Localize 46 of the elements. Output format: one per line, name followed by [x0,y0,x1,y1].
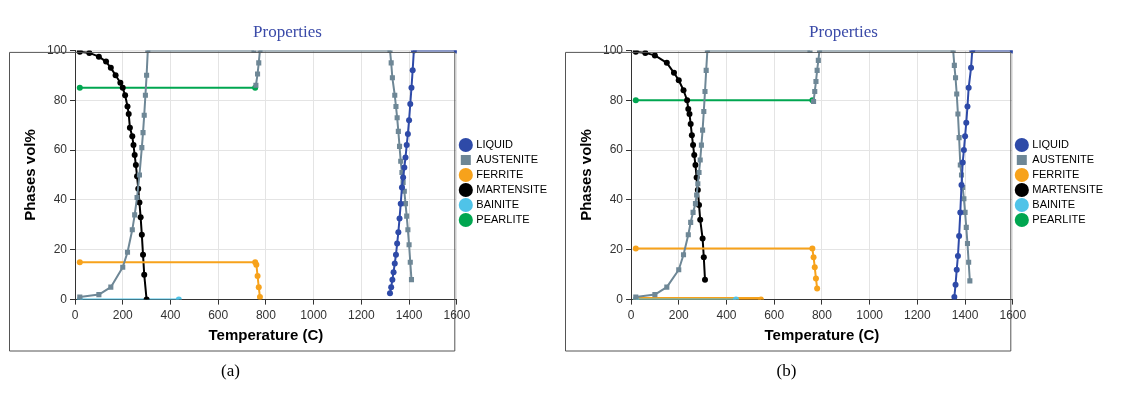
x-tick-label: 200 [668,308,690,323]
legend-label: MARTENSITE [476,183,548,196]
x-tick-label: 200 [112,308,134,323]
x-tick-label: 1400 [951,308,979,323]
y-axis-title: Phases vol% [21,129,39,221]
y-axis-title: Phases vol% [577,129,595,221]
y-tick-label: 0 [60,291,68,306]
y-tick-label: 80 [609,92,624,107]
x-tick-label: 800 [255,308,277,323]
x-tick-label: 0 [71,308,79,323]
x-tick-label: 600 [208,308,229,323]
y-tick-label: 80 [53,92,68,107]
legend-label: AUSTENITE [1032,153,1095,166]
x-axis-title: Temperature (C) [764,326,880,344]
y-tick-label: 60 [53,142,68,157]
x-tick-label: 400 [716,308,737,323]
x-tick-label: 1400 [395,308,423,323]
x-tick-label: 1200 [348,308,376,323]
legend-label: FERRITE [476,168,524,181]
y-tick-label: 40 [53,192,68,207]
x-tick-label: 1000 [856,308,884,323]
legend-label: MARTENSITE [1032,183,1104,196]
legend-label: FERRITE [1032,168,1080,181]
x-tick-label: 1200 [904,308,932,323]
legend-label: LIQUID [476,138,514,151]
legend-label: AUSTENITE [476,153,539,166]
chart-title: Properties [809,21,878,41]
legend-label: LIQUID [1032,138,1070,151]
text: (b) [775,361,798,381]
x-axis-title: Temperature (C) [208,326,324,344]
x-tick-label: 400 [160,308,181,323]
chart-title: Properties [253,21,322,41]
legend-label: BAINITE [1032,198,1076,211]
x-tick-label: 600 [764,308,785,323]
y-tick-label: 0 [616,291,624,306]
x-tick-label: 1000 [300,308,328,323]
text: (a) [220,361,241,381]
x-tick-label: 800 [811,308,833,323]
legend-label: PEARLITE [476,213,530,226]
y-tick-label: 20 [609,242,624,257]
y-tick-label: 60 [609,142,624,157]
legend-label: BAINITE [476,198,520,211]
y-tick-label: 20 [53,242,68,257]
y-tick-label: 40 [609,192,624,207]
legend-label: PEARLITE [1032,213,1086,226]
x-tick-label: 0 [627,308,635,323]
